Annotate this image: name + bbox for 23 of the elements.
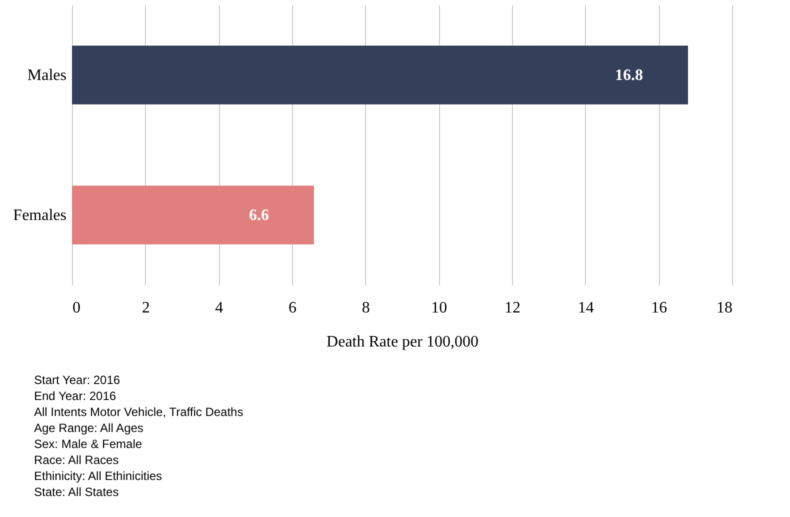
text: End Year: 2016 xyxy=(34,389,116,403)
x-tick-label: 10 xyxy=(431,300,448,316)
x-tick-label: 2 xyxy=(142,300,150,316)
y-tick-label: Males xyxy=(27,67,66,84)
text: Ethinicity: All Ethinicities xyxy=(34,469,162,483)
text: State: All States xyxy=(34,485,119,499)
data-label: 16.8 xyxy=(615,67,643,84)
x-tick-label: 12 xyxy=(504,300,520,316)
x-tick-label: 4 xyxy=(215,300,224,316)
text: Start Year: 2016 xyxy=(34,373,120,387)
x-tick-label: 16 xyxy=(651,300,668,316)
y-tick-label: Females xyxy=(13,207,66,224)
x-axis-title: Death Rate per 100,000 xyxy=(326,334,478,350)
x-tick-label: 8 xyxy=(362,300,370,316)
x-tick-label: 0 xyxy=(72,300,80,316)
text: Age Range: All Ages xyxy=(34,421,144,435)
x-tick-label: 6 xyxy=(288,300,296,316)
text: All Intents Motor Vehicle, Traffic Deaths xyxy=(34,405,244,419)
data-label: 6.6 xyxy=(249,207,269,224)
text: Sex: Male & Female xyxy=(34,437,142,451)
x-tick-label: 18 xyxy=(716,300,732,316)
x-tick-label: 14 xyxy=(578,300,594,316)
text: Race: All Races xyxy=(34,453,119,467)
